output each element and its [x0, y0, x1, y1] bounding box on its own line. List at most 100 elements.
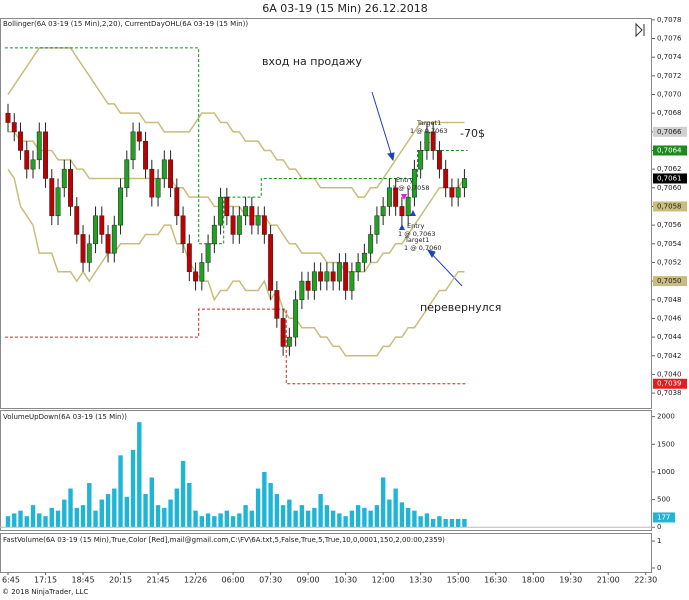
candle-body [24, 150, 30, 170]
volume-bar [5, 516, 11, 528]
candle-body [5, 112, 11, 123]
price-marker [653, 126, 687, 137]
candle-body [193, 271, 199, 282]
candle-body [124, 159, 130, 189]
x-tick-label: 17:15 [34, 576, 57, 585]
candle-body [318, 271, 324, 282]
candle-body [49, 178, 55, 217]
annotation: 1 @ 0,7060 [404, 244, 442, 252]
x-tick-label: 19:30 [559, 576, 582, 585]
volume-bar [430, 518, 436, 528]
y-tick-label: 1500 [657, 440, 675, 448]
candle-body [268, 234, 274, 291]
y-tick-label: 2000 [657, 413, 675, 421]
candle-body [143, 140, 149, 170]
y-tick-label: 0,7078 [657, 16, 682, 24]
price-marker-label: 0,7039 [657, 380, 682, 388]
candle-body [74, 206, 80, 235]
candle-body [280, 318, 286, 347]
price-marker-label: 0,7064 [657, 146, 682, 154]
candle-body [105, 234, 111, 254]
price-marker [653, 145, 687, 156]
price-marker [653, 276, 687, 287]
x-tick-label: 18:00 [522, 576, 545, 585]
candle-body [130, 131, 136, 161]
volume-bar [118, 455, 123, 528]
x-tick-label: 6:45 [2, 576, 20, 585]
y-tick-label: 0 [657, 564, 661, 572]
y-tick-label: 0,7060 [657, 184, 682, 192]
volume-bar [349, 510, 355, 528]
volume-bar [362, 507, 367, 528]
volume-bar [62, 499, 67, 528]
candle-body [430, 131, 436, 151]
annotation: вход на продажу [262, 55, 362, 68]
y-tick-label: 0,7072 [657, 72, 682, 80]
volume-panel [0, 410, 652, 531]
volume-bar [462, 518, 467, 528]
volume-bar [355, 505, 361, 528]
x-tick-label: 15:00 [447, 576, 470, 585]
y-tick-label: 0,7068 [657, 109, 682, 117]
indicator-label: VolumeUpDown(6A 03-19 (15 Min)) [3, 413, 127, 421]
volume-bar [99, 499, 104, 528]
candle-body [155, 178, 161, 198]
volume-bar [312, 507, 317, 528]
candle-body [418, 150, 424, 170]
candle-body [36, 131, 42, 161]
x-tick-label: 09:00 [297, 576, 320, 585]
volume-bar [374, 505, 380, 528]
collapse-icon[interactable] [635, 22, 645, 38]
candle-body [224, 196, 230, 217]
annotation: Target1 [404, 236, 429, 244]
y-tick-label: 0,7056 [657, 221, 682, 229]
candle-body [380, 206, 386, 217]
candle-body [149, 168, 155, 198]
chart-title: 6A 03-19 (15 Min) 26.12.2018 [262, 2, 428, 15]
annotation: -70$ [460, 127, 485, 140]
volume-bar [43, 516, 48, 528]
candle-body [443, 168, 449, 189]
line [8, 131, 466, 273]
candle-body [305, 280, 311, 291]
candle-body [11, 122, 17, 133]
candle-body [343, 262, 349, 291]
candle-body [286, 336, 292, 347]
x-tick-label: 20:15 [109, 576, 132, 585]
volume-bar [24, 516, 29, 528]
y-tick-label: 0,7046 [657, 314, 682, 322]
volume-bar [387, 499, 392, 528]
x-tick-label: 13:30 [409, 576, 432, 585]
volume-bar [343, 516, 348, 528]
candle-body [30, 159, 36, 170]
candle-body [93, 215, 98, 245]
candle-body [336, 262, 342, 282]
candle-body [55, 187, 61, 217]
candle-body [118, 187, 123, 226]
copyright: © 2018 NinjaTrader, LLC [2, 588, 88, 596]
volume-bar [412, 510, 417, 528]
volume-bar [424, 513, 430, 528]
candle-body [355, 262, 361, 273]
candle-body [43, 131, 48, 179]
volume-bar [418, 516, 423, 528]
annotation: Entry [396, 176, 413, 184]
price-marker-label: 0,7066 [657, 128, 682, 136]
candle-body [211, 224, 217, 245]
y-tick-label: 0,7062 [657, 165, 682, 173]
candle-body [186, 243, 192, 273]
volume-bar [455, 518, 461, 528]
x-tick-label: 21:00 [597, 576, 620, 585]
volume-bar [105, 494, 111, 528]
volume-bar [280, 505, 286, 528]
volume-bar [37, 513, 42, 528]
candle-body [261, 215, 267, 235]
volume-bar [130, 449, 136, 528]
y-tick-label: 0,7044 [657, 333, 682, 341]
volume-bar [449, 518, 455, 528]
candle-body [111, 224, 117, 254]
candle-body [386, 187, 392, 207]
day-line [4, 308, 468, 385]
x-tick-label: 16:30 [484, 576, 507, 585]
